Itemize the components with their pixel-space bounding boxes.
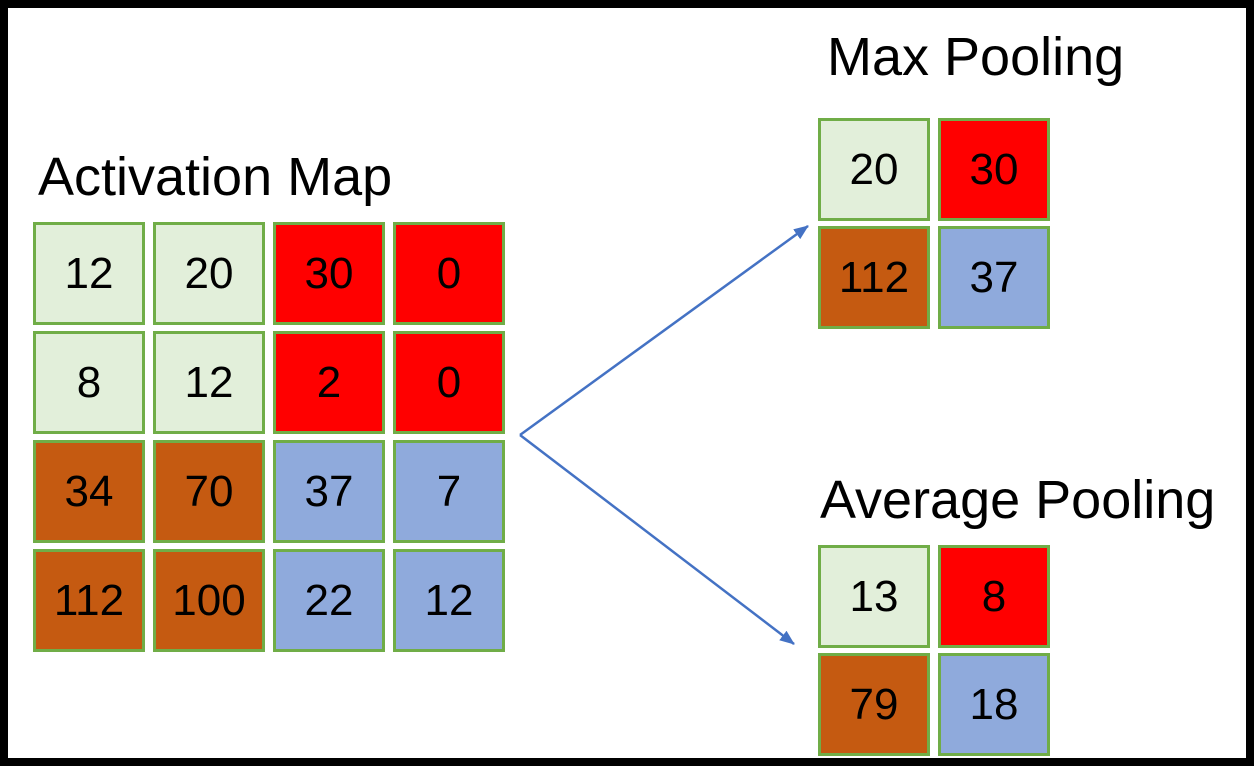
activation-map-title: Activation Map bbox=[38, 147, 393, 207]
activation-cell-r3c1: 34 bbox=[33, 440, 145, 543]
arrow-to-average-pooling bbox=[519, 434, 795, 645]
max-pooling-cell-r2c2: 37 bbox=[938, 226, 1050, 329]
activation-cell-r2c4: 0 bbox=[393, 331, 505, 434]
average-pooling-cell-r2c2: 18 bbox=[938, 653, 1050, 756]
activation-cell-r1c3: 30 bbox=[273, 222, 385, 325]
activation-cell-r4c1: 112 bbox=[33, 549, 145, 652]
activation-map-grid: 12 20 30 0 8 12 2 0 34 70 37 7 112 100 2… bbox=[33, 222, 505, 652]
arrow-to-max-pooling bbox=[519, 224, 809, 437]
max-pooling-grid: 20 30 112 37 bbox=[818, 118, 1050, 329]
activation-cell-r1c2: 20 bbox=[153, 222, 265, 325]
activation-cell-r1c4: 0 bbox=[393, 222, 505, 325]
max-pooling-title: Max Pooling bbox=[827, 27, 1125, 87]
activation-cell-r2c3: 2 bbox=[273, 331, 385, 434]
activation-cell-r4c4: 12 bbox=[393, 549, 505, 652]
average-pooling-title: Average Pooling bbox=[820, 470, 1216, 530]
average-pooling-grid: 13 8 79 18 bbox=[818, 545, 1050, 756]
activation-cell-r2c2: 12 bbox=[153, 331, 265, 434]
activation-cell-r3c4: 7 bbox=[393, 440, 505, 543]
activation-cell-r4c2: 100 bbox=[153, 549, 265, 652]
max-pooling-cell-r1c2: 30 bbox=[938, 118, 1050, 221]
activation-cell-r4c3: 22 bbox=[273, 549, 385, 652]
activation-cell-r1c1: 12 bbox=[33, 222, 145, 325]
average-pooling-cell-r2c1: 79 bbox=[818, 653, 930, 756]
average-pooling-cell-r1c2: 8 bbox=[938, 545, 1050, 648]
activation-cell-r3c2: 70 bbox=[153, 440, 265, 543]
activation-cell-r2c1: 8 bbox=[33, 331, 145, 434]
average-pooling-cell-r1c1: 13 bbox=[818, 545, 930, 648]
activation-cell-r3c3: 37 bbox=[273, 440, 385, 543]
max-pooling-cell-r2c1: 112 bbox=[818, 226, 930, 329]
max-pooling-cell-r1c1: 20 bbox=[818, 118, 930, 221]
